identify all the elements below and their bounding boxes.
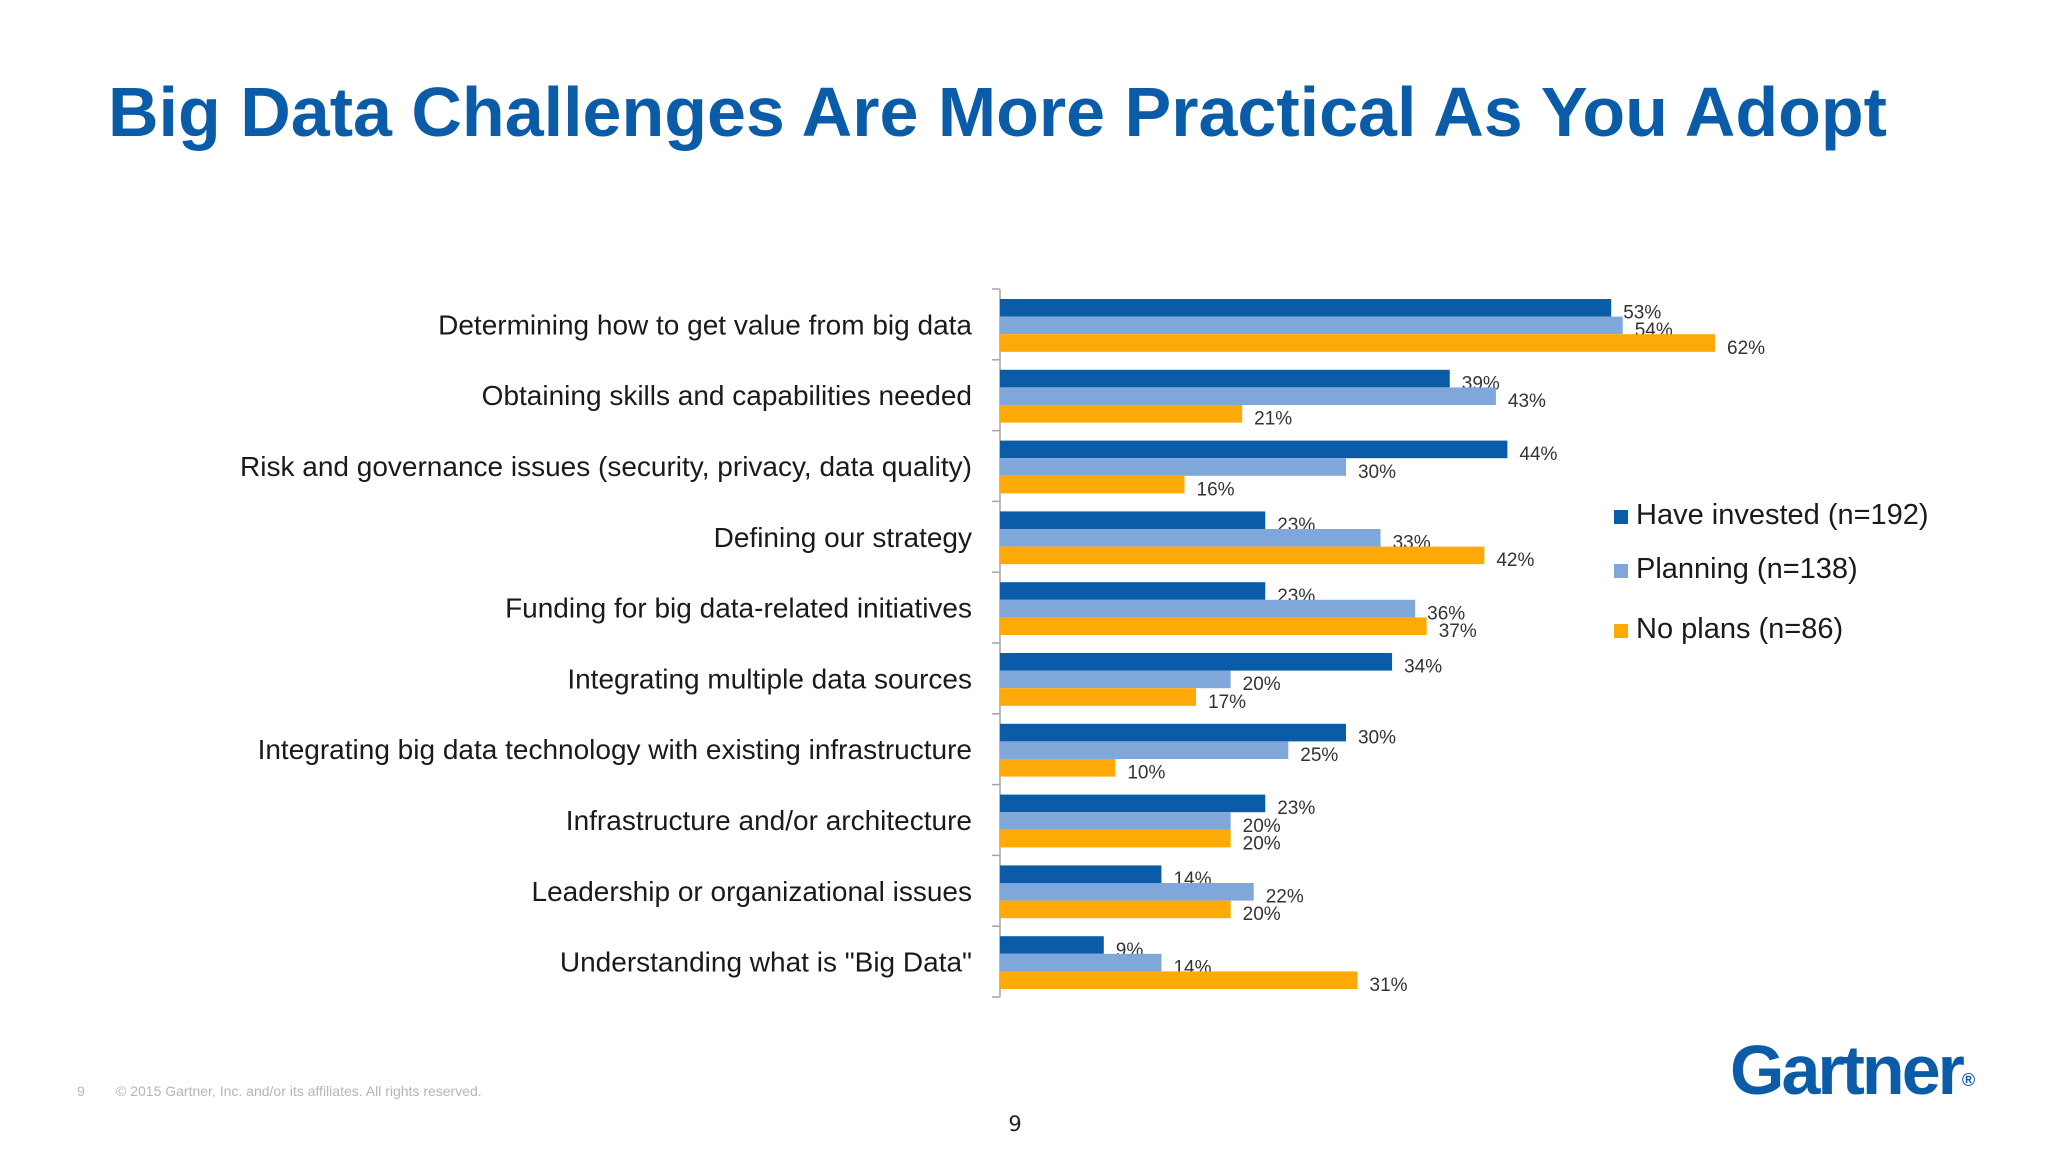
bar <box>1000 936 1104 954</box>
data-label: 20% <box>1243 816 1281 837</box>
data-label: 44% <box>1519 444 1557 465</box>
data-label: 30% <box>1358 727 1396 748</box>
category-label: Integrating big data technology with exi… <box>258 734 972 765</box>
data-label: 23% <box>1277 798 1315 819</box>
bar <box>1000 883 1254 901</box>
bar <box>1000 458 1346 476</box>
bar <box>1000 971 1358 989</box>
bar <box>1000 387 1496 405</box>
gartner-logo-mark: ® <box>1961 1070 1976 1090</box>
bar <box>1000 829 1231 848</box>
data-label: 16% <box>1197 479 1235 500</box>
page-number: 9 <box>1008 1112 1022 1136</box>
data-label: 53% <box>1623 303 1661 324</box>
data-label: 62% <box>1727 338 1765 359</box>
gartner-logo: Gartner® <box>1730 1030 1975 1110</box>
data-label: 21% <box>1254 409 1292 430</box>
bar <box>1000 617 1427 635</box>
bar <box>1000 316 1623 335</box>
category-label: Obtaining skills and capabilities needed <box>482 380 972 411</box>
bar <box>1000 865 1162 883</box>
legend-label: Have invested (n=192) <box>1636 499 1929 531</box>
footer-copyright: © 2015 Gartner, Inc. and/or its affiliat… <box>116 1083 482 1099</box>
bar <box>1000 599 1416 618</box>
bar <box>1000 475 1185 494</box>
bar <box>1000 812 1231 830</box>
data-label: 22% <box>1266 887 1304 908</box>
bar <box>1000 405 1243 423</box>
category-label: Risk and governance issues (security, pr… <box>240 451 972 482</box>
category-label: Defining our strategy <box>714 522 972 553</box>
data-label: 20% <box>1243 833 1281 854</box>
slide-title: Big Data Challenges Are More Practical A… <box>108 73 1887 151</box>
bar <box>1000 688 1197 706</box>
data-label: 25% <box>1300 745 1338 766</box>
data-label: 20% <box>1243 904 1281 925</box>
bar <box>1000 369 1450 388</box>
legend-swatch <box>1614 510 1628 524</box>
bar <box>1000 546 1485 565</box>
bar <box>1000 794 1266 813</box>
category-label: Infrastructure and/or architecture <box>566 805 972 836</box>
data-label: 42% <box>1496 550 1534 571</box>
category-label: Funding for big data-related initiatives <box>505 593 972 624</box>
bar <box>1000 759 1116 777</box>
legend-label: Planning (n=138) <box>1636 553 1858 585</box>
category-label: Leadership or organizational issues <box>532 876 973 907</box>
category-label: Integrating multiple data sources <box>567 663 972 694</box>
data-label: 34% <box>1404 657 1442 678</box>
gartner-logo-text: Gartner <box>1730 1031 1965 1109</box>
data-label: 43% <box>1508 391 1546 412</box>
data-label: 30% <box>1358 462 1396 483</box>
footer-slide-number: 9 <box>77 1083 85 1099</box>
bar <box>1000 741 1289 759</box>
data-label: 17% <box>1208 692 1246 713</box>
category-label: Understanding what is "Big Data" <box>560 947 972 978</box>
bar <box>1000 529 1381 547</box>
bar <box>1000 653 1393 671</box>
legend-swatch <box>1614 564 1628 578</box>
data-label: 31% <box>1370 975 1408 996</box>
bar <box>1000 334 1715 352</box>
data-label: 20% <box>1243 674 1281 695</box>
bar <box>1000 299 1612 317</box>
bar <box>1000 440 1508 459</box>
data-label: 36% <box>1427 603 1465 624</box>
legend-label: No plans (n=86) <box>1636 613 1843 645</box>
bar <box>1000 953 1162 972</box>
bar <box>1000 511 1266 529</box>
bar <box>1000 900 1231 919</box>
category-label: Determining how to get value from big da… <box>438 309 972 340</box>
data-label: 37% <box>1439 621 1477 642</box>
data-label: 10% <box>1127 763 1165 784</box>
bar <box>1000 723 1346 742</box>
bar <box>1000 670 1231 689</box>
bar <box>1000 582 1266 600</box>
legend-swatch <box>1614 624 1628 638</box>
